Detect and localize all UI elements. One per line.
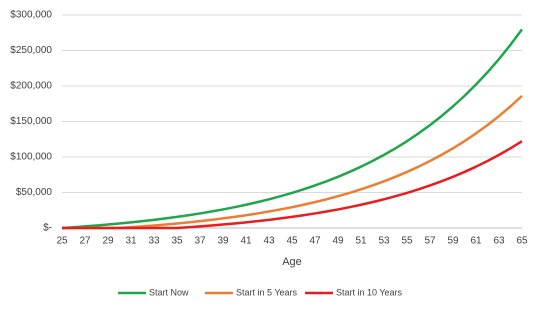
y-tick-label: $50,000 — [16, 187, 53, 198]
x-tick-label: 29 — [102, 236, 114, 247]
x-tick-label: 55 — [401, 236, 413, 247]
y-tick-label: $300,000 — [10, 10, 52, 21]
x-tick-label: 43 — [263, 236, 275, 247]
x-tick-label: 31 — [125, 236, 137, 247]
x-tick-label: 45 — [286, 236, 298, 247]
x-tick-label: 39 — [217, 236, 229, 247]
series-line — [61, 28, 524, 230]
x-tick-label: 25 — [56, 236, 68, 247]
legend-label: Start in 5 Years — [236, 287, 298, 297]
y-tick-label: $100,000 — [10, 152, 52, 163]
x-tick-label: 33 — [148, 236, 160, 247]
x-tick-label: 49 — [332, 236, 344, 247]
x-tick-label: 35 — [171, 236, 183, 247]
x-tick-label: 63 — [493, 236, 505, 247]
y-tick-label: $150,000 — [10, 116, 52, 127]
x-axis-title: Age — [282, 256, 302, 268]
y-tick-label: $250,000 — [10, 45, 52, 56]
x-tick-label: 59 — [447, 236, 459, 247]
x-tick-label: 57 — [424, 236, 436, 247]
x-tick-label: 41 — [240, 236, 252, 247]
y-tick-label: $- — [43, 223, 52, 234]
y-tick-label: $200,000 — [10, 81, 52, 92]
x-tick-label: 53 — [378, 236, 390, 247]
x-tick-label: 27 — [79, 236, 91, 247]
legend-label: Start Now — [149, 287, 189, 297]
series-line — [62, 140, 523, 230]
series-line — [62, 94, 523, 230]
x-tick-label: 65 — [516, 236, 528, 247]
legend-label: Start in 10 Years — [336, 287, 403, 297]
x-tick-label: 61 — [470, 236, 482, 247]
x-tick-label: 47 — [309, 236, 321, 247]
x-tick-label: 37 — [194, 236, 206, 247]
x-tick-label: 51 — [355, 236, 367, 247]
